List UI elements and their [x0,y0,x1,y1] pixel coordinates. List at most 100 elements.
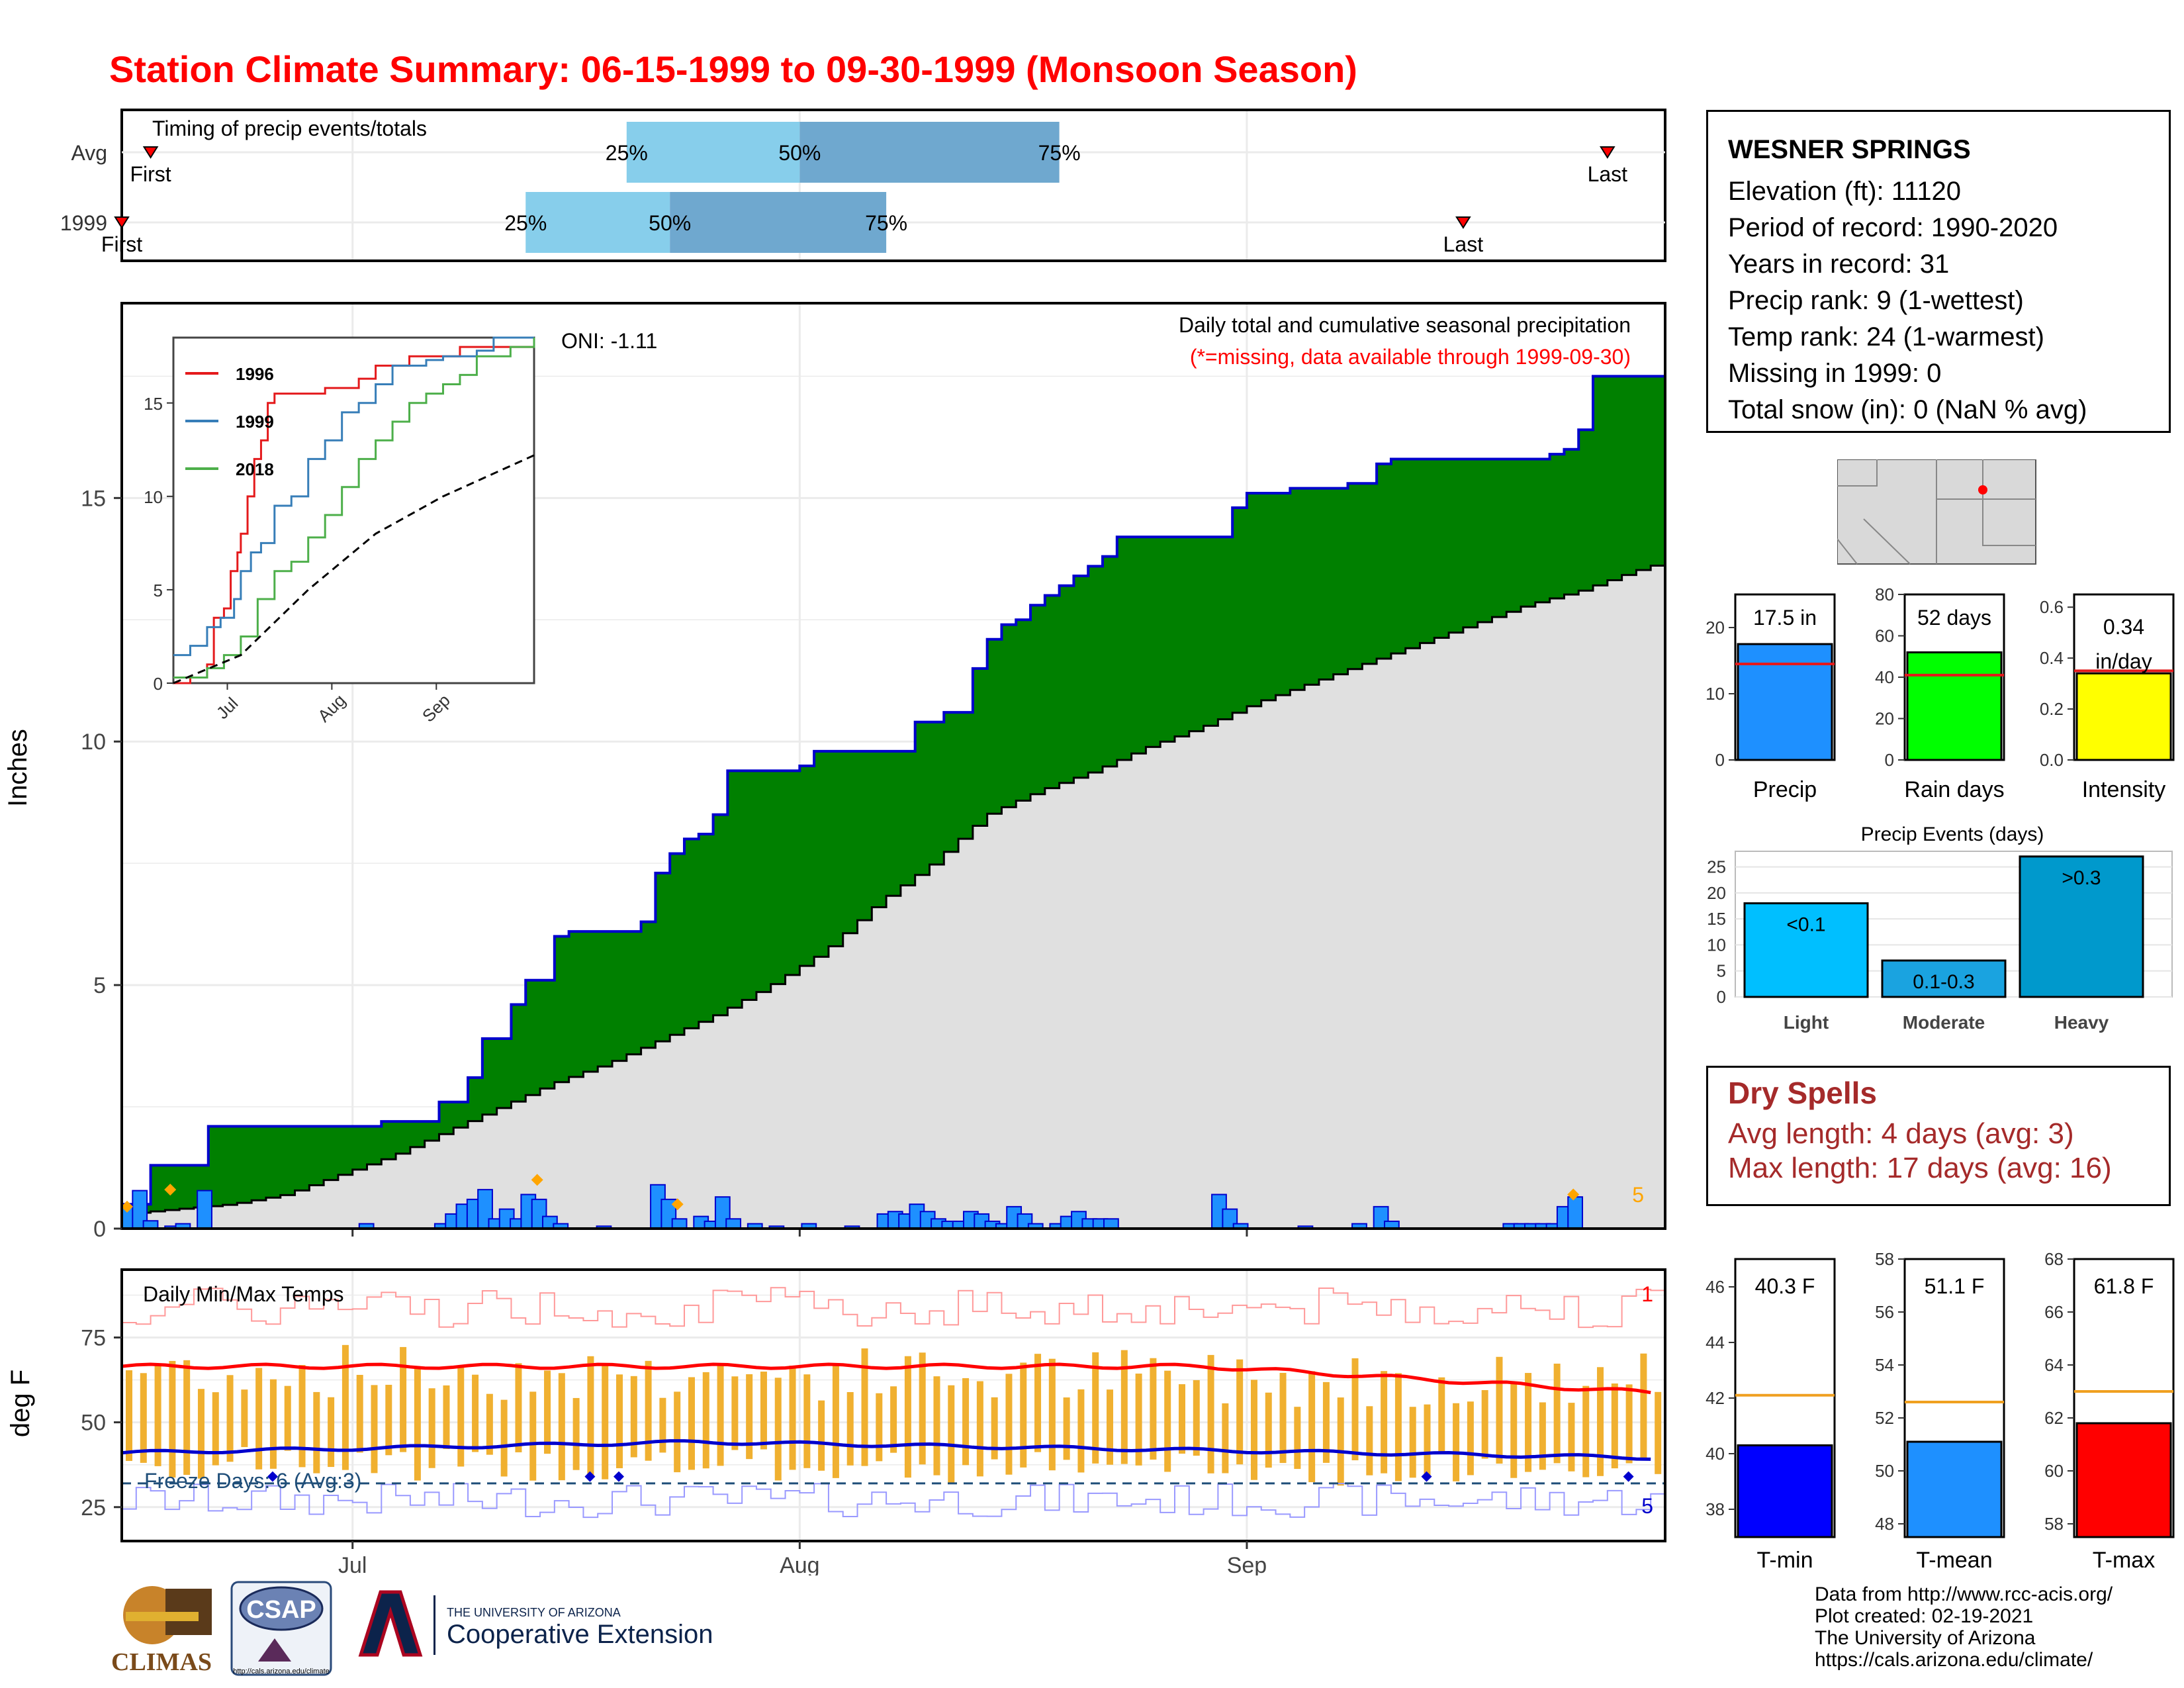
avg-cumulative-area [122,565,1665,1229]
timing-pct-label: 75% [1038,141,1081,165]
stat-value-text: 52 days [1917,606,1991,630]
timing-last-label: Last [1443,232,1484,256]
precip-ytick-label: 15 [81,486,106,511]
stat-ytick-label: 0.4 [2040,648,2064,668]
daily-temp-bar [1453,1403,1460,1481]
daily-temp-bar [1467,1401,1474,1476]
station-info: WESNER SPRINGS Elevation (ft): 11120 Per… [1706,110,2171,433]
credits: Data from http://www.rcc-acis.org/ Plot … [1815,1583,2113,1671]
stat-ytick-label: 0 [1715,750,1725,770]
avg-cumulative-line [122,565,1665,1215]
temps-ylabel: deg F [6,1370,35,1437]
timing-pct-label: 75% [865,211,907,235]
temps-count-bottom: 5 [1641,1494,1653,1518]
daily-temp-bar [1250,1380,1257,1480]
stat-ytick-label: 10 [1706,684,1725,704]
oni-value: ONI: -1.11 [561,329,657,353]
stat-ytick-label: 80 [1875,585,1894,604]
page-title: Station Climate Summary: 06-15-1999 to 0… [109,48,1357,90]
daily-temp-bar [414,1368,421,1481]
dry-spells-title: Dry Spells [1728,1076,1877,1110]
avg-low-line [121,1439,1651,1461]
daily-temp-bar [341,1344,349,1470]
event-bar [1881,959,2007,998]
inset-xtick-label: Sep [418,690,454,726]
event-bar-label: 0.1-0.3 [1913,971,1974,993]
daily-temp-bar [1120,1350,1128,1464]
precip-ytick-label: 10 [81,729,106,755]
daily-precip-bar [197,1190,212,1229]
daily-precip-bar [1103,1218,1119,1229]
record-marker [1567,1188,1580,1201]
temps-count-top: 1 [1641,1282,1653,1306]
daily-temp-bar [241,1389,248,1448]
daily-temp-bar [1337,1397,1344,1486]
daily-precip-bar [725,1218,742,1229]
timing-q1-bar [525,192,670,253]
info-line: Total snow (in): 0 (NaN % avg) [1728,395,2087,424]
daily-temp-bar [515,1363,522,1452]
temp-stat-value: 51.1 F [1925,1274,1985,1298]
stat-value-bar [2075,672,2172,761]
climas-logo: CLIMAS [111,1586,212,1676]
daily-temp-bar [255,1368,263,1470]
temps-label: Daily Min/Max Temps [143,1282,343,1306]
temp-stat-bar [2075,1422,2172,1538]
daily-temp-bar [948,1385,955,1483]
credit-line: The University of Arizona [1815,1627,2036,1649]
daily-precip-bar [671,1218,688,1229]
daily-temp-bar [298,1365,306,1468]
daily-temp-bar [1496,1356,1503,1464]
daily-temp-bar [1193,1380,1200,1456]
daily-temp-bar [1381,1371,1388,1474]
daily-temp-bar [558,1373,565,1481]
temp-stat-bar [1737,1444,1833,1538]
daily-temp-bar [1351,1358,1359,1460]
temp-stat-ytick-label: 42 [1706,1388,1725,1408]
daily-temp-bar [1640,1353,1647,1460]
daily-temp-bar [1366,1406,1373,1476]
daily-temp-bar [818,1400,825,1471]
stat-ytick-label: 0.6 [2040,597,2064,617]
daily-temp-bar [1611,1383,1618,1469]
temp-stat-ytick-label: 40 [1706,1444,1725,1464]
stat-ytick-label: 20 [1706,618,1725,637]
stat-label: Precip [1753,777,1817,802]
daily-temp-bar [904,1356,911,1478]
record-low-line [122,1483,1665,1519]
inset-legend-label: 1999 [236,412,274,432]
daily-temp-bar [731,1376,739,1450]
month-label: Aug [780,1553,820,1575]
stat-ytick-label: 0 [1885,750,1894,770]
daily-temp-bar [688,1377,695,1470]
freeze-days: Freeze Days: 6 (Avg:3) [144,1469,361,1493]
credit-line: Plot created: 02-19-2021 [1815,1605,2034,1627]
temp-stat-ytick-label: 50 [1875,1461,1894,1481]
temp-stat-ytick-label: 44 [1706,1333,1725,1352]
daily-temp-bar [760,1372,767,1450]
temps-ytick-label: 50 [81,1411,106,1436]
events-title: Precip Events (days) [1861,823,2044,845]
daily-temp-bar [385,1384,392,1456]
daily-temp-bar [1178,1384,1185,1454]
daily-temp-bar [1207,1354,1214,1474]
daily-temp-bar [645,1360,652,1461]
stat-value-text: 17.5 in [1753,606,1817,630]
daily-temp-bar [789,1365,796,1470]
daily-temp-bar [1077,1389,1085,1473]
daily-temp-bar [1308,1371,1316,1483]
record-marker [164,1184,177,1196]
daily-temp-bar [876,1393,883,1462]
daily-temp-bar [1438,1377,1445,1454]
freeze-marker [1421,1471,1432,1482]
temps-frame [120,1268,1666,1542]
daily-temp-bar [1394,1373,1402,1481]
inset-xtick-label: Jul [212,693,242,723]
inset-legend-label: 2018 [236,459,274,479]
daily-temp-bar [140,1373,147,1463]
precip-panel: Inches 0 5 10 15 Daily total and cumulative… [3,302,1666,1242]
timing-q2-bar [670,192,887,253]
inset-ytick-label: 5 [154,581,163,600]
daily-temp-bar [602,1366,609,1479]
daily-temp-bar [674,1391,681,1473]
